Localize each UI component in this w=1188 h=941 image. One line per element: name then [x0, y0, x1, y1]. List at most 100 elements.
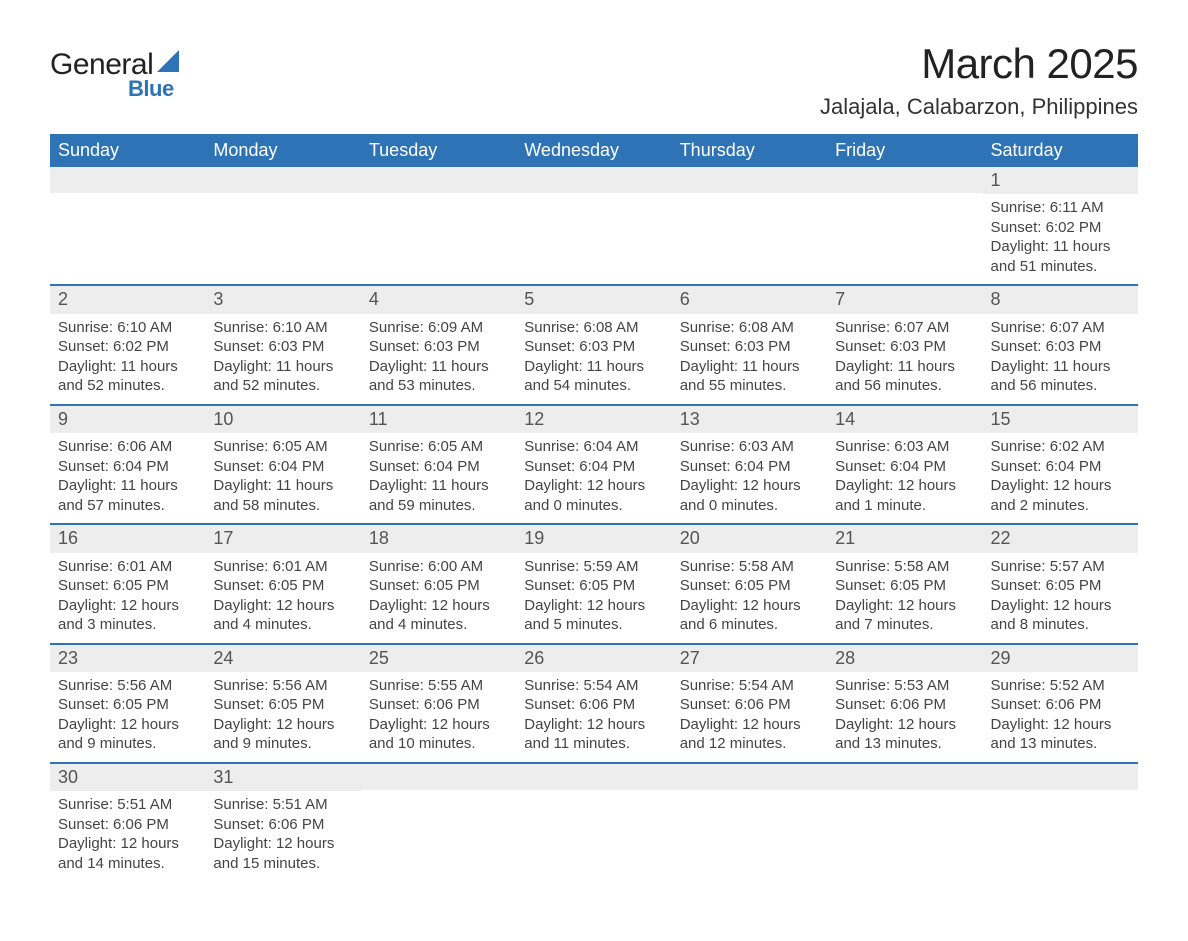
sunset-text: Sunset: 6:03 PM: [524, 337, 663, 357]
calendar-cell: 14Sunrise: 6:03 AMSunset: 6:04 PMDayligh…: [827, 405, 982, 524]
day-number: 15: [983, 406, 1138, 433]
sunrise-text: Sunrise: 5:57 AM: [991, 557, 1130, 577]
sunrise-text: Sunrise: 6:08 AM: [524, 318, 663, 338]
daylight-text: Daylight: 11 hours and 52 minutes.: [58, 357, 197, 396]
day-number: 23: [50, 645, 205, 672]
sunset-text: Sunset: 6:04 PM: [58, 457, 197, 477]
empty-day-body: [361, 790, 516, 860]
calendar-cell: 24Sunrise: 5:56 AMSunset: 6:05 PMDayligh…: [205, 644, 360, 763]
empty-day-header: [672, 167, 827, 193]
calendar-cell: 9Sunrise: 6:06 AMSunset: 6:04 PMDaylight…: [50, 405, 205, 524]
sunrise-text: Sunrise: 5:55 AM: [369, 676, 508, 696]
sunset-text: Sunset: 6:06 PM: [369, 695, 508, 715]
sunset-text: Sunset: 6:06 PM: [524, 695, 663, 715]
day-number: 3: [205, 286, 360, 313]
sunset-text: Sunset: 6:03 PM: [991, 337, 1130, 357]
empty-day-body: [827, 790, 982, 860]
sunset-text: Sunset: 6:04 PM: [213, 457, 352, 477]
day-details: Sunrise: 5:56 AMSunset: 6:05 PMDaylight:…: [205, 672, 360, 762]
day-details: Sunrise: 6:03 AMSunset: 6:04 PMDaylight:…: [827, 433, 982, 523]
calendar-cell: 26Sunrise: 5:54 AMSunset: 6:06 PMDayligh…: [516, 644, 671, 763]
sunset-text: Sunset: 6:05 PM: [58, 695, 197, 715]
calendar-cell: [516, 763, 671, 881]
month-title: March 2025: [820, 40, 1138, 88]
empty-day-body: [361, 193, 516, 263]
day-details: Sunrise: 5:51 AMSunset: 6:06 PMDaylight:…: [50, 791, 205, 881]
calendar-cell: 27Sunrise: 5:54 AMSunset: 6:06 PMDayligh…: [672, 644, 827, 763]
calendar-cell: [827, 167, 982, 285]
day-number: 7: [827, 286, 982, 313]
daylight-text: Daylight: 12 hours and 10 minutes.: [369, 715, 508, 754]
day-details: Sunrise: 6:06 AMSunset: 6:04 PMDaylight:…: [50, 433, 205, 523]
calendar-cell: 30Sunrise: 5:51 AMSunset: 6:06 PMDayligh…: [50, 763, 205, 881]
day-number: 29: [983, 645, 1138, 672]
daylight-text: Daylight: 11 hours and 56 minutes.: [835, 357, 974, 396]
sunset-text: Sunset: 6:04 PM: [835, 457, 974, 477]
day-number: 27: [672, 645, 827, 672]
day-details: Sunrise: 5:54 AMSunset: 6:06 PMDaylight:…: [516, 672, 671, 762]
day-details: Sunrise: 5:51 AMSunset: 6:06 PMDaylight:…: [205, 791, 360, 881]
daylight-text: Daylight: 12 hours and 15 minutes.: [213, 834, 352, 873]
sunrise-text: Sunrise: 6:00 AM: [369, 557, 508, 577]
sunrise-text: Sunrise: 6:07 AM: [835, 318, 974, 338]
day-details: Sunrise: 6:03 AMSunset: 6:04 PMDaylight:…: [672, 433, 827, 523]
brand-logo: General Blue: [50, 40, 187, 102]
sunset-text: Sunset: 6:05 PM: [58, 576, 197, 596]
empty-day-body: [827, 193, 982, 263]
calendar-week-row: 16Sunrise: 6:01 AMSunset: 6:05 PMDayligh…: [50, 524, 1138, 643]
daylight-text: Daylight: 11 hours and 56 minutes.: [991, 357, 1130, 396]
empty-day-body: [516, 790, 671, 860]
calendar-cell: 22Sunrise: 5:57 AMSunset: 6:05 PMDayligh…: [983, 524, 1138, 643]
daylight-text: Daylight: 12 hours and 9 minutes.: [58, 715, 197, 754]
sunrise-text: Sunrise: 6:10 AM: [213, 318, 352, 338]
day-details: Sunrise: 5:59 AMSunset: 6:05 PMDaylight:…: [516, 553, 671, 643]
calendar-cell: 12Sunrise: 6:04 AMSunset: 6:04 PMDayligh…: [516, 405, 671, 524]
empty-day-header: [516, 167, 671, 193]
sunset-text: Sunset: 6:05 PM: [369, 576, 508, 596]
daylight-text: Daylight: 11 hours and 53 minutes.: [369, 357, 508, 396]
day-details: Sunrise: 6:10 AMSunset: 6:03 PMDaylight:…: [205, 314, 360, 404]
day-details: Sunrise: 5:57 AMSunset: 6:05 PMDaylight:…: [983, 553, 1138, 643]
day-details: Sunrise: 5:55 AMSunset: 6:06 PMDaylight:…: [361, 672, 516, 762]
daylight-text: Daylight: 12 hours and 1 minute.: [835, 476, 974, 515]
day-header: Saturday: [983, 134, 1138, 167]
day-number: 9: [50, 406, 205, 433]
sunrise-text: Sunrise: 6:06 AM: [58, 437, 197, 457]
daylight-text: Daylight: 12 hours and 3 minutes.: [58, 596, 197, 635]
day-header: Thursday: [672, 134, 827, 167]
day-details: Sunrise: 6:02 AMSunset: 6:04 PMDaylight:…: [983, 433, 1138, 523]
daylight-text: Daylight: 11 hours and 54 minutes.: [524, 357, 663, 396]
sunset-text: Sunset: 6:05 PM: [213, 576, 352, 596]
sunrise-text: Sunrise: 5:52 AM: [991, 676, 1130, 696]
calendar-cell: 2Sunrise: 6:10 AMSunset: 6:02 PMDaylight…: [50, 285, 205, 404]
calendar-cell: 10Sunrise: 6:05 AMSunset: 6:04 PMDayligh…: [205, 405, 360, 524]
header: General Blue March 2025 Jalajala, Calaba…: [50, 40, 1138, 120]
calendar-week-row: 1Sunrise: 6:11 AMSunset: 6:02 PMDaylight…: [50, 167, 1138, 285]
day-details: Sunrise: 6:08 AMSunset: 6:03 PMDaylight:…: [516, 314, 671, 404]
calendar-cell: 5Sunrise: 6:08 AMSunset: 6:03 PMDaylight…: [516, 285, 671, 404]
sunrise-text: Sunrise: 6:05 AM: [369, 437, 508, 457]
calendar-week-row: 23Sunrise: 5:56 AMSunset: 6:05 PMDayligh…: [50, 644, 1138, 763]
calendar-cell: [361, 763, 516, 881]
day-number: 28: [827, 645, 982, 672]
day-details: Sunrise: 6:04 AMSunset: 6:04 PMDaylight:…: [516, 433, 671, 523]
sunset-text: Sunset: 6:04 PM: [680, 457, 819, 477]
sunset-text: Sunset: 6:03 PM: [835, 337, 974, 357]
calendar-cell: 8Sunrise: 6:07 AMSunset: 6:03 PMDaylight…: [983, 285, 1138, 404]
calendar-cell: 3Sunrise: 6:10 AMSunset: 6:03 PMDaylight…: [205, 285, 360, 404]
day-details: Sunrise: 6:00 AMSunset: 6:05 PMDaylight:…: [361, 553, 516, 643]
sunrise-text: Sunrise: 6:11 AM: [991, 198, 1130, 218]
calendar-cell: [205, 167, 360, 285]
day-details: Sunrise: 6:07 AMSunset: 6:03 PMDaylight:…: [827, 314, 982, 404]
calendar-cell: 31Sunrise: 5:51 AMSunset: 6:06 PMDayligh…: [205, 763, 360, 881]
day-details: Sunrise: 6:11 AMSunset: 6:02 PMDaylight:…: [983, 194, 1138, 284]
daylight-text: Daylight: 12 hours and 8 minutes.: [991, 596, 1130, 635]
day-details: Sunrise: 6:05 AMSunset: 6:04 PMDaylight:…: [205, 433, 360, 523]
sunrise-text: Sunrise: 6:03 AM: [835, 437, 974, 457]
empty-day-header: [361, 167, 516, 193]
calendar-week-row: 9Sunrise: 6:06 AMSunset: 6:04 PMDaylight…: [50, 405, 1138, 524]
empty-day-header: [50, 167, 205, 193]
day-number: 6: [672, 286, 827, 313]
daylight-text: Daylight: 12 hours and 0 minutes.: [524, 476, 663, 515]
day-details: Sunrise: 6:07 AMSunset: 6:03 PMDaylight:…: [983, 314, 1138, 404]
